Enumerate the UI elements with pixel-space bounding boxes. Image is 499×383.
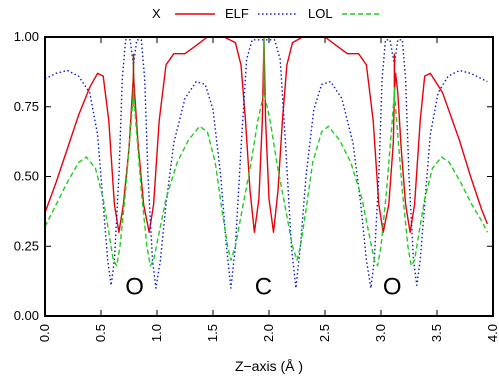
y-tick-label: 0.25: [14, 238, 39, 253]
atom-label-c: C: [255, 274, 272, 301]
series-line-third: [44, 92, 489, 267]
legend-x-symbol: X: [152, 6, 161, 21]
x-tick-label: 1.5: [205, 324, 220, 342]
y-tick-label: 0.75: [14, 99, 39, 114]
atom-label-o: O: [125, 274, 144, 301]
x-tick-label: 4.0: [485, 324, 499, 342]
plot-frame: [44, 36, 494, 317]
y-tick-label: 0.50: [14, 169, 39, 184]
legend: X ELF LOL: [152, 6, 382, 21]
series-line-lol: [44, 39, 488, 289]
y-tick-label: 0.00: [14, 308, 39, 323]
legend-label-lol: LOL: [308, 6, 333, 21]
legend-label-elf: ELF: [225, 6, 249, 21]
x-tick-label: 3.0: [373, 324, 388, 342]
y-tick-label: 1.00: [14, 29, 39, 44]
x-tick-label: 0.0: [37, 324, 52, 342]
x-tick-label: 2.5: [317, 324, 332, 342]
x-tick-label: 2.0: [261, 324, 276, 342]
plot-area: 0.00 0.25 0.50 0.75 1.00 0.0 0.5 1.0 1.5 2.0 2.5 3.…: [14, 29, 499, 342]
series-line-elf: [44, 36, 489, 233]
x-tick-label: 1.0: [149, 324, 164, 342]
x-axis-label: Z−axis (Å ): [235, 358, 303, 374]
x-tick-label: 3.5: [429, 324, 444, 342]
atom-label-o: O: [383, 274, 402, 301]
x-tick-label: 0.5: [93, 324, 108, 342]
